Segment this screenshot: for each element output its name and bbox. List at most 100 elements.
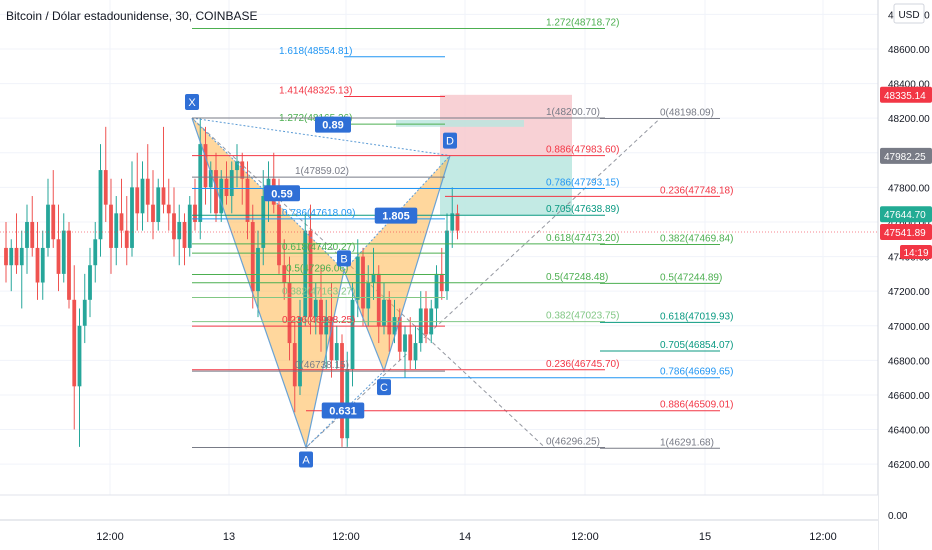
ratio-badge-bg bbox=[321, 402, 365, 419]
fib-label: 1(48200.70) bbox=[546, 107, 600, 118]
candle-body bbox=[376, 273, 381, 326]
candle-body bbox=[397, 317, 402, 352]
candle bbox=[114, 196, 119, 266]
candle-body bbox=[413, 343, 418, 361]
fib-label: 0(46296.25) bbox=[546, 437, 600, 448]
candle bbox=[61, 213, 66, 283]
price-tick: 48400.00 bbox=[888, 80, 930, 91]
point-label-text: X bbox=[188, 97, 196, 109]
time-axis: 12:00 13 12:00 14 12:00 15 12:00 bbox=[96, 531, 837, 543]
candle-body bbox=[203, 144, 208, 188]
candle-body bbox=[103, 170, 108, 205]
candle-body bbox=[46, 204, 50, 248]
candle bbox=[156, 178, 161, 231]
time-tick: 12:00 bbox=[809, 531, 837, 543]
point-label-bg bbox=[443, 132, 457, 149]
price-tick: 47200.00 bbox=[888, 287, 930, 298]
fib-label: 0.236(46998.25) bbox=[282, 315, 355, 326]
fib-label: 0.5(47248.48) bbox=[546, 272, 608, 283]
price-tag-text: 48335.14 bbox=[884, 91, 926, 102]
candle-body bbox=[445, 230, 449, 292]
fib-level: 0.786(46699.65) bbox=[380, 367, 733, 379]
time-tick: 12:00 bbox=[332, 531, 360, 543]
fib-level: 0.618(47019.93) bbox=[600, 311, 733, 323]
fib-label: 1.618(48554.81) bbox=[279, 46, 352, 57]
candle-body bbox=[151, 204, 155, 222]
candle bbox=[413, 325, 418, 370]
price-tick: 47000.00 bbox=[888, 322, 930, 333]
candle-body bbox=[61, 230, 66, 274]
candle bbox=[40, 230, 45, 300]
candle-body bbox=[355, 256, 360, 300]
candle bbox=[203, 126, 208, 205]
ratio-badge: 0.89 bbox=[315, 116, 351, 133]
fib-label: 0.705(46854.07) bbox=[660, 340, 733, 351]
candle-body bbox=[198, 144, 203, 222]
candle-body bbox=[56, 239, 61, 274]
fib-label: 0.618(47473.20) bbox=[546, 233, 619, 244]
candle bbox=[51, 170, 56, 248]
fib-label: 0.618(47019.93) bbox=[660, 311, 733, 322]
candle-body bbox=[156, 187, 161, 222]
point-label: C bbox=[377, 379, 391, 396]
price-tick: 46800.00 bbox=[888, 356, 930, 367]
candle bbox=[403, 325, 407, 378]
ratio-badge-text: 0.59 bbox=[271, 188, 292, 200]
fib-level: 0.5(47296.06) bbox=[192, 264, 445, 276]
candle bbox=[25, 204, 29, 274]
candle bbox=[93, 221, 98, 283]
fib-level: 0.382(47469.84) bbox=[600, 233, 733, 245]
price-tick: 46400.00 bbox=[888, 426, 930, 437]
fib-level: 0(48198.09) bbox=[600, 108, 720, 120]
fib-level: 0.382(47163.27) bbox=[192, 287, 445, 299]
ratio-badge-bg bbox=[264, 185, 300, 202]
candle bbox=[371, 247, 376, 300]
candle-body bbox=[382, 299, 386, 326]
candle-body bbox=[172, 213, 176, 240]
candle bbox=[261, 170, 266, 266]
time-tick: 15 bbox=[699, 531, 711, 543]
point-label-bg bbox=[337, 250, 351, 267]
point-label: A bbox=[299, 451, 313, 468]
candle-body bbox=[219, 178, 224, 214]
countdown-bg bbox=[900, 245, 932, 260]
fib-level: 0.236(46998.25) bbox=[192, 315, 445, 327]
countdown-text: 14:19 bbox=[903, 248, 928, 259]
time-tick: 12:00 bbox=[571, 531, 599, 543]
candle bbox=[35, 221, 40, 300]
price-tag-bg bbox=[880, 206, 932, 223]
fib-level: 1.618(48554.81) bbox=[279, 46, 445, 58]
time-tick: 13 bbox=[223, 531, 235, 543]
candle-body bbox=[145, 178, 150, 205]
point-label-bg bbox=[377, 379, 391, 396]
price-tick: 47800.00 bbox=[888, 183, 930, 194]
candle-body bbox=[14, 247, 19, 266]
candle-body bbox=[350, 299, 355, 370]
candle bbox=[193, 178, 197, 231]
candle bbox=[82, 273, 87, 344]
candle-body bbox=[35, 247, 40, 283]
fib-level: 0(46738.15) bbox=[192, 360, 445, 372]
candle-body bbox=[72, 299, 77, 387]
candle bbox=[109, 178, 113, 274]
candle-body bbox=[340, 343, 344, 439]
fib-label: 0.786(46699.65) bbox=[660, 367, 733, 378]
candle bbox=[282, 239, 287, 300]
candle bbox=[9, 239, 14, 292]
candle bbox=[340, 334, 344, 447]
candle bbox=[319, 265, 323, 352]
candle-body bbox=[256, 247, 260, 292]
candle bbox=[292, 317, 297, 413]
candle bbox=[224, 161, 229, 205]
candle bbox=[98, 144, 103, 257]
fib-label: 0(48198.09) bbox=[660, 108, 714, 119]
candle-body bbox=[30, 221, 35, 248]
candle-body bbox=[308, 230, 313, 318]
fib-label: 0.786(47618.09) bbox=[282, 208, 355, 219]
candle bbox=[245, 161, 250, 240]
candle-body bbox=[334, 343, 339, 361]
candle-body bbox=[119, 213, 124, 231]
fib-label: 0.786(47793.15) bbox=[546, 178, 619, 189]
